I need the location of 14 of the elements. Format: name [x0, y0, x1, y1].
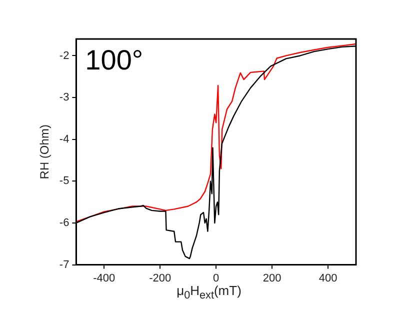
annotation: 100°	[85, 44, 144, 76]
x-tick-label: 400	[318, 272, 338, 284]
y-tick-label: -6	[59, 217, 70, 230]
y-tick-label: -3	[59, 92, 70, 104]
y-tick-label: -7	[59, 258, 70, 271]
y-tick-label: -2	[59, 50, 70, 62]
y-tick-label: -5	[59, 175, 70, 188]
x-tick-label: -200	[149, 272, 172, 284]
x-tick-label: 0	[213, 272, 220, 284]
x-axis-title: μ$_{0}$H$_{ext}$(mT)	[176, 283, 242, 302]
y-axis-title: RH (Ohm)	[38, 124, 52, 180]
y-tick-label: -4	[59, 133, 70, 146]
x-tick-label: -400	[93, 272, 116, 284]
x-tick-label: 200	[262, 272, 282, 284]
